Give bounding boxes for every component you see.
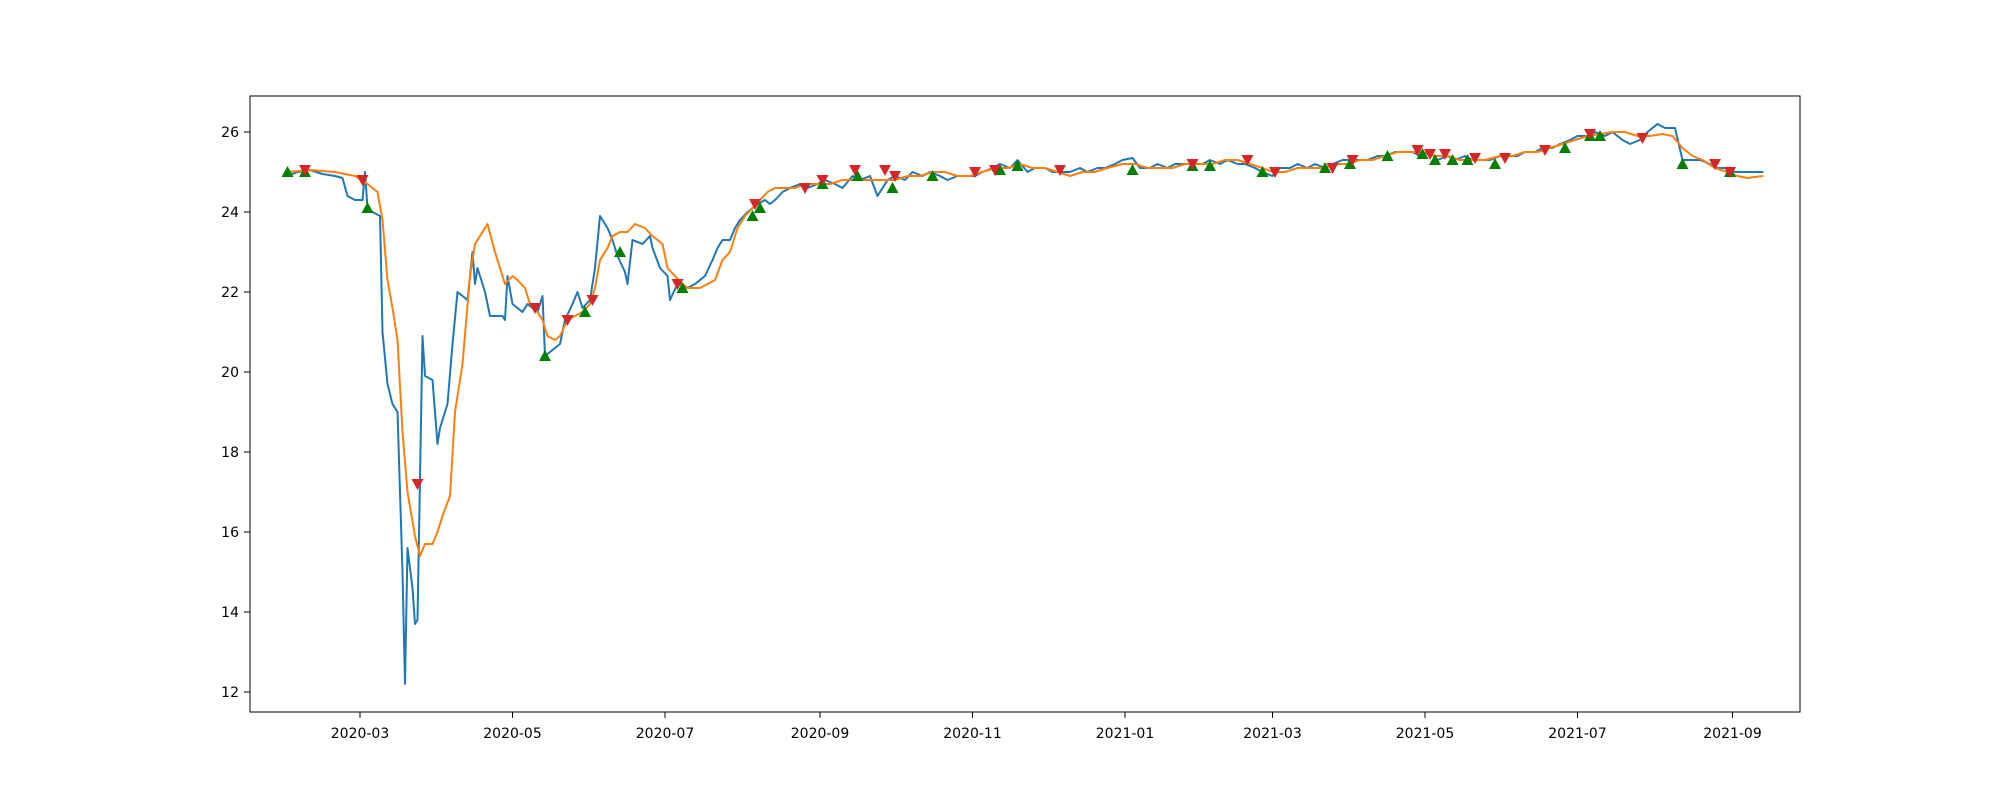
sell-marker — [1346, 155, 1359, 166]
sell-marker — [529, 303, 541, 314]
buy-marker — [1461, 154, 1474, 165]
buy-marker — [886, 182, 899, 193]
sell-marker — [356, 175, 369, 186]
buy-marker — [1256, 166, 1269, 177]
x-tick-label: 2021-07 — [1548, 726, 1607, 742]
buy-marker — [1676, 158, 1689, 169]
buy-marker — [539, 350, 551, 361]
buy-marker — [1319, 162, 1331, 173]
sell-marker — [1636, 133, 1649, 144]
x-tick-label: 2020-03 — [331, 726, 390, 742]
buy-marker — [1381, 150, 1394, 161]
buy-marker — [1204, 160, 1216, 171]
buy-marker — [1559, 142, 1571, 153]
series-line-2 — [286, 131, 1764, 557]
sell-marker — [1584, 129, 1596, 140]
sell-marker — [799, 183, 811, 194]
x-tick-label: 2020-07 — [636, 726, 695, 742]
y-tick-label: 24 — [221, 205, 239, 221]
buy-marker — [926, 170, 939, 181]
x-tick-label: 2021-01 — [1096, 726, 1155, 742]
sell-marker — [1424, 149, 1436, 160]
y-tick-label: 16 — [221, 525, 239, 541]
buy-marker — [1126, 164, 1139, 175]
buy-marker — [1011, 160, 1024, 171]
buy-marker — [746, 210, 759, 221]
sell-marker — [411, 479, 424, 490]
sell-marker — [1186, 159, 1199, 170]
y-tick-label: 22 — [221, 285, 239, 301]
buy-marker — [1429, 154, 1441, 165]
buy-marker — [1416, 148, 1429, 159]
buy-marker — [579, 306, 591, 317]
sell-marker — [1499, 153, 1511, 164]
x-tick-label: 2020-05 — [483, 726, 542, 742]
sell-marker — [989, 165, 1001, 176]
x-tick-label: 2020-09 — [791, 726, 850, 742]
buy-marker — [361, 202, 374, 213]
x-axis: 2020-03 2020-05 2020-07 2020-09 2020-11 2021-… — [331, 712, 1762, 742]
buy-marker — [1446, 154, 1459, 165]
sell-marker — [849, 165, 861, 176]
sell-marker — [1709, 159, 1721, 170]
buy-marker — [281, 166, 294, 177]
x-tick-label: 2021-05 — [1396, 726, 1455, 742]
y-tick-label: 26 — [221, 125, 239, 141]
sell-marker — [1326, 163, 1339, 174]
x-tick-label: 2021-03 — [1243, 726, 1302, 742]
sell-marker — [749, 199, 761, 210]
y-tick-label: 18 — [221, 445, 239, 461]
buy-marker — [851, 170, 864, 181]
sell-marker — [969, 167, 981, 178]
sell-marker — [1539, 145, 1551, 156]
y-axis: 12 14 16 18 20 22 24 26 — [221, 125, 250, 701]
buy-marker — [1344, 158, 1356, 169]
y-tick-label: 14 — [221, 605, 239, 621]
sell-marker — [1469, 153, 1481, 164]
sell-marker — [1241, 155, 1254, 166]
y-tick-label: 20 — [221, 365, 239, 381]
buy-marker — [1594, 130, 1606, 141]
sell-marker — [879, 165, 891, 176]
x-tick-label: 2021-09 — [1703, 726, 1762, 742]
sell-marker — [1269, 167, 1281, 178]
sell-marker — [671, 279, 684, 290]
plot-frame — [249, 95, 1801, 713]
x-tick-label: 2020-11 — [943, 726, 1002, 742]
sell-marker — [299, 165, 311, 176]
sell-marker — [1054, 165, 1066, 176]
sell-marker — [586, 295, 599, 306]
buy-marker — [676, 282, 689, 293]
buy-marker — [1489, 158, 1501, 169]
sell-marker — [561, 315, 574, 326]
sell-marker — [1724, 167, 1736, 178]
buy-marker — [754, 202, 766, 213]
sell-marker — [816, 175, 829, 186]
sell-marker — [1439, 149, 1451, 160]
sell-marker — [889, 171, 901, 182]
buy-marker — [614, 246, 626, 257]
sell-marker — [1411, 145, 1424, 156]
y-tick-label: 12 — [221, 685, 239, 701]
series-line-1 — [286, 123, 1764, 685]
plot-area — [281, 123, 1764, 685]
